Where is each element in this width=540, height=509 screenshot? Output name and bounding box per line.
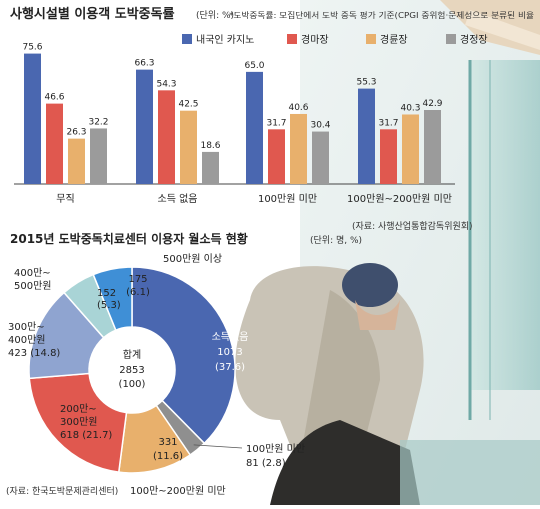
bar-value-label: 26.3 xyxy=(66,128,86,138)
bar-value-label: 65.0 xyxy=(244,61,264,71)
bar xyxy=(46,103,63,184)
pie-slice-label: 100만원 미만 xyxy=(246,443,305,455)
bar xyxy=(68,138,85,184)
pie-slice-label: 500만원 이상 xyxy=(163,253,222,265)
bar-chart-plot: 75.6 46.6 26.332.2 무직 66.354.3 42.5 18.6 소득 없음 6… xyxy=(14,43,455,205)
bar-value-label: 18.6 xyxy=(200,141,220,151)
pie-slice-label: 100만~200만원 미만 xyxy=(130,485,226,497)
bar-value-label: 31.7 xyxy=(266,118,286,128)
bar-chart-legend: 내국인 카지노 경마장 경륜장 경정장 xyxy=(182,33,488,46)
pie-slice-value: 618 (21.7) xyxy=(60,430,112,441)
bar-chart-title: 사행시설별 이용객 도박중독률 xyxy=(10,6,175,22)
pie-slice-label: 300만원 xyxy=(60,416,98,428)
bar xyxy=(180,110,197,184)
bar-value-label: 32.2 xyxy=(88,117,108,127)
pie-center-pct: (100) xyxy=(119,379,146,390)
bar-chart-unit: (단위: %) xyxy=(196,10,234,21)
pie-center xyxy=(89,327,175,413)
bar xyxy=(424,109,441,184)
bar-value-label: 30.4 xyxy=(310,121,330,131)
pie-slice-pct: (11.6) xyxy=(153,451,183,462)
bar-value-label: 54.3 xyxy=(156,79,176,89)
bar-value-label: 55.3 xyxy=(356,78,376,88)
pie-chart-unit: (단위: 명, %) xyxy=(310,235,362,246)
bar-value-label: 46.6 xyxy=(44,93,64,103)
bar xyxy=(312,131,329,184)
x-tick-label: 100만원 미만 xyxy=(258,193,317,205)
pie-slice-label: 500만원 xyxy=(14,280,52,292)
pie-chart-title: 2015년 도박중독치료센터 이용자 월소득 현황 xyxy=(10,231,248,246)
bar xyxy=(268,129,285,184)
pie-slice-value: 152 xyxy=(97,288,116,299)
pie-center-value: 2853 xyxy=(119,365,144,376)
legend-swatch xyxy=(182,34,192,44)
pie-slice-value: 81 (2.8) xyxy=(246,458,286,469)
pie-slice-value: 1073 xyxy=(217,347,242,358)
bar-value-label: 40.3 xyxy=(400,103,420,113)
pie-slice-label: 300만~ xyxy=(8,321,45,333)
pie-slice-pct: (37.6) xyxy=(215,362,245,373)
bar xyxy=(136,69,153,184)
pie-slice-label: 소득없음 xyxy=(212,330,249,343)
pie-slice-label: 400만원 xyxy=(8,334,46,346)
pie-chart-plot: 합계 2853 (100) 소득없음 1073 (37.6) 100만원 미만 81 (2.8… xyxy=(8,253,305,497)
pie-slice-label: 400만~ xyxy=(14,267,51,279)
bar xyxy=(158,90,175,184)
legend-swatch xyxy=(287,34,297,44)
pie-slice-label: 200만~ xyxy=(60,403,97,415)
bar xyxy=(246,71,263,184)
bar xyxy=(380,129,397,184)
bar xyxy=(290,113,307,184)
pie-slice-value: 175 xyxy=(128,274,147,285)
bar xyxy=(202,151,219,184)
pie-chart-source: (자료: 한국도박문제관리센터) xyxy=(6,486,118,497)
pie-center-label: 합계 xyxy=(123,349,141,361)
bar-value-label: 66.3 xyxy=(134,59,154,69)
bar-chart-source: (자료: 사행산업통합감독위원회) xyxy=(352,220,473,232)
pie-slice-value: 331 xyxy=(158,437,177,448)
pie-leader-line xyxy=(193,444,243,449)
x-tick-label: 소득 없음 xyxy=(158,192,198,205)
pie-slice-value: 423 (14.8) xyxy=(8,348,60,359)
pie-slice-pct: (5.3) xyxy=(97,300,121,311)
bar-value-label: 75.6 xyxy=(22,43,42,53)
legend-label: 경마장 xyxy=(301,33,329,46)
bar-value-label: 40.6 xyxy=(288,103,308,113)
bar-value-label: 42.5 xyxy=(178,100,198,110)
x-tick-label: 100만원~200만원 미만 xyxy=(347,193,452,205)
bar-value-label: 42.9 xyxy=(422,99,442,109)
legend-swatch xyxy=(366,34,376,44)
bar xyxy=(90,128,107,184)
legend-swatch xyxy=(446,34,456,44)
bar xyxy=(24,53,41,185)
x-tick-label: 무직 xyxy=(56,193,74,205)
legend-label: 내국인 카지노 xyxy=(196,34,254,46)
bar-chart-note: *도박중독률: 모집단에서 도박 중독 평가 기준(CPGI 중위험·문제성으로… xyxy=(229,10,534,20)
pie-slice-pct: (6.1) xyxy=(126,287,150,298)
pie-slice xyxy=(131,266,236,445)
bar-value-label: 31.7 xyxy=(378,118,398,128)
bar xyxy=(402,114,419,184)
legend-label: 경정장 xyxy=(460,33,488,46)
bar xyxy=(358,88,375,184)
legend-label: 경륜장 xyxy=(380,33,408,46)
